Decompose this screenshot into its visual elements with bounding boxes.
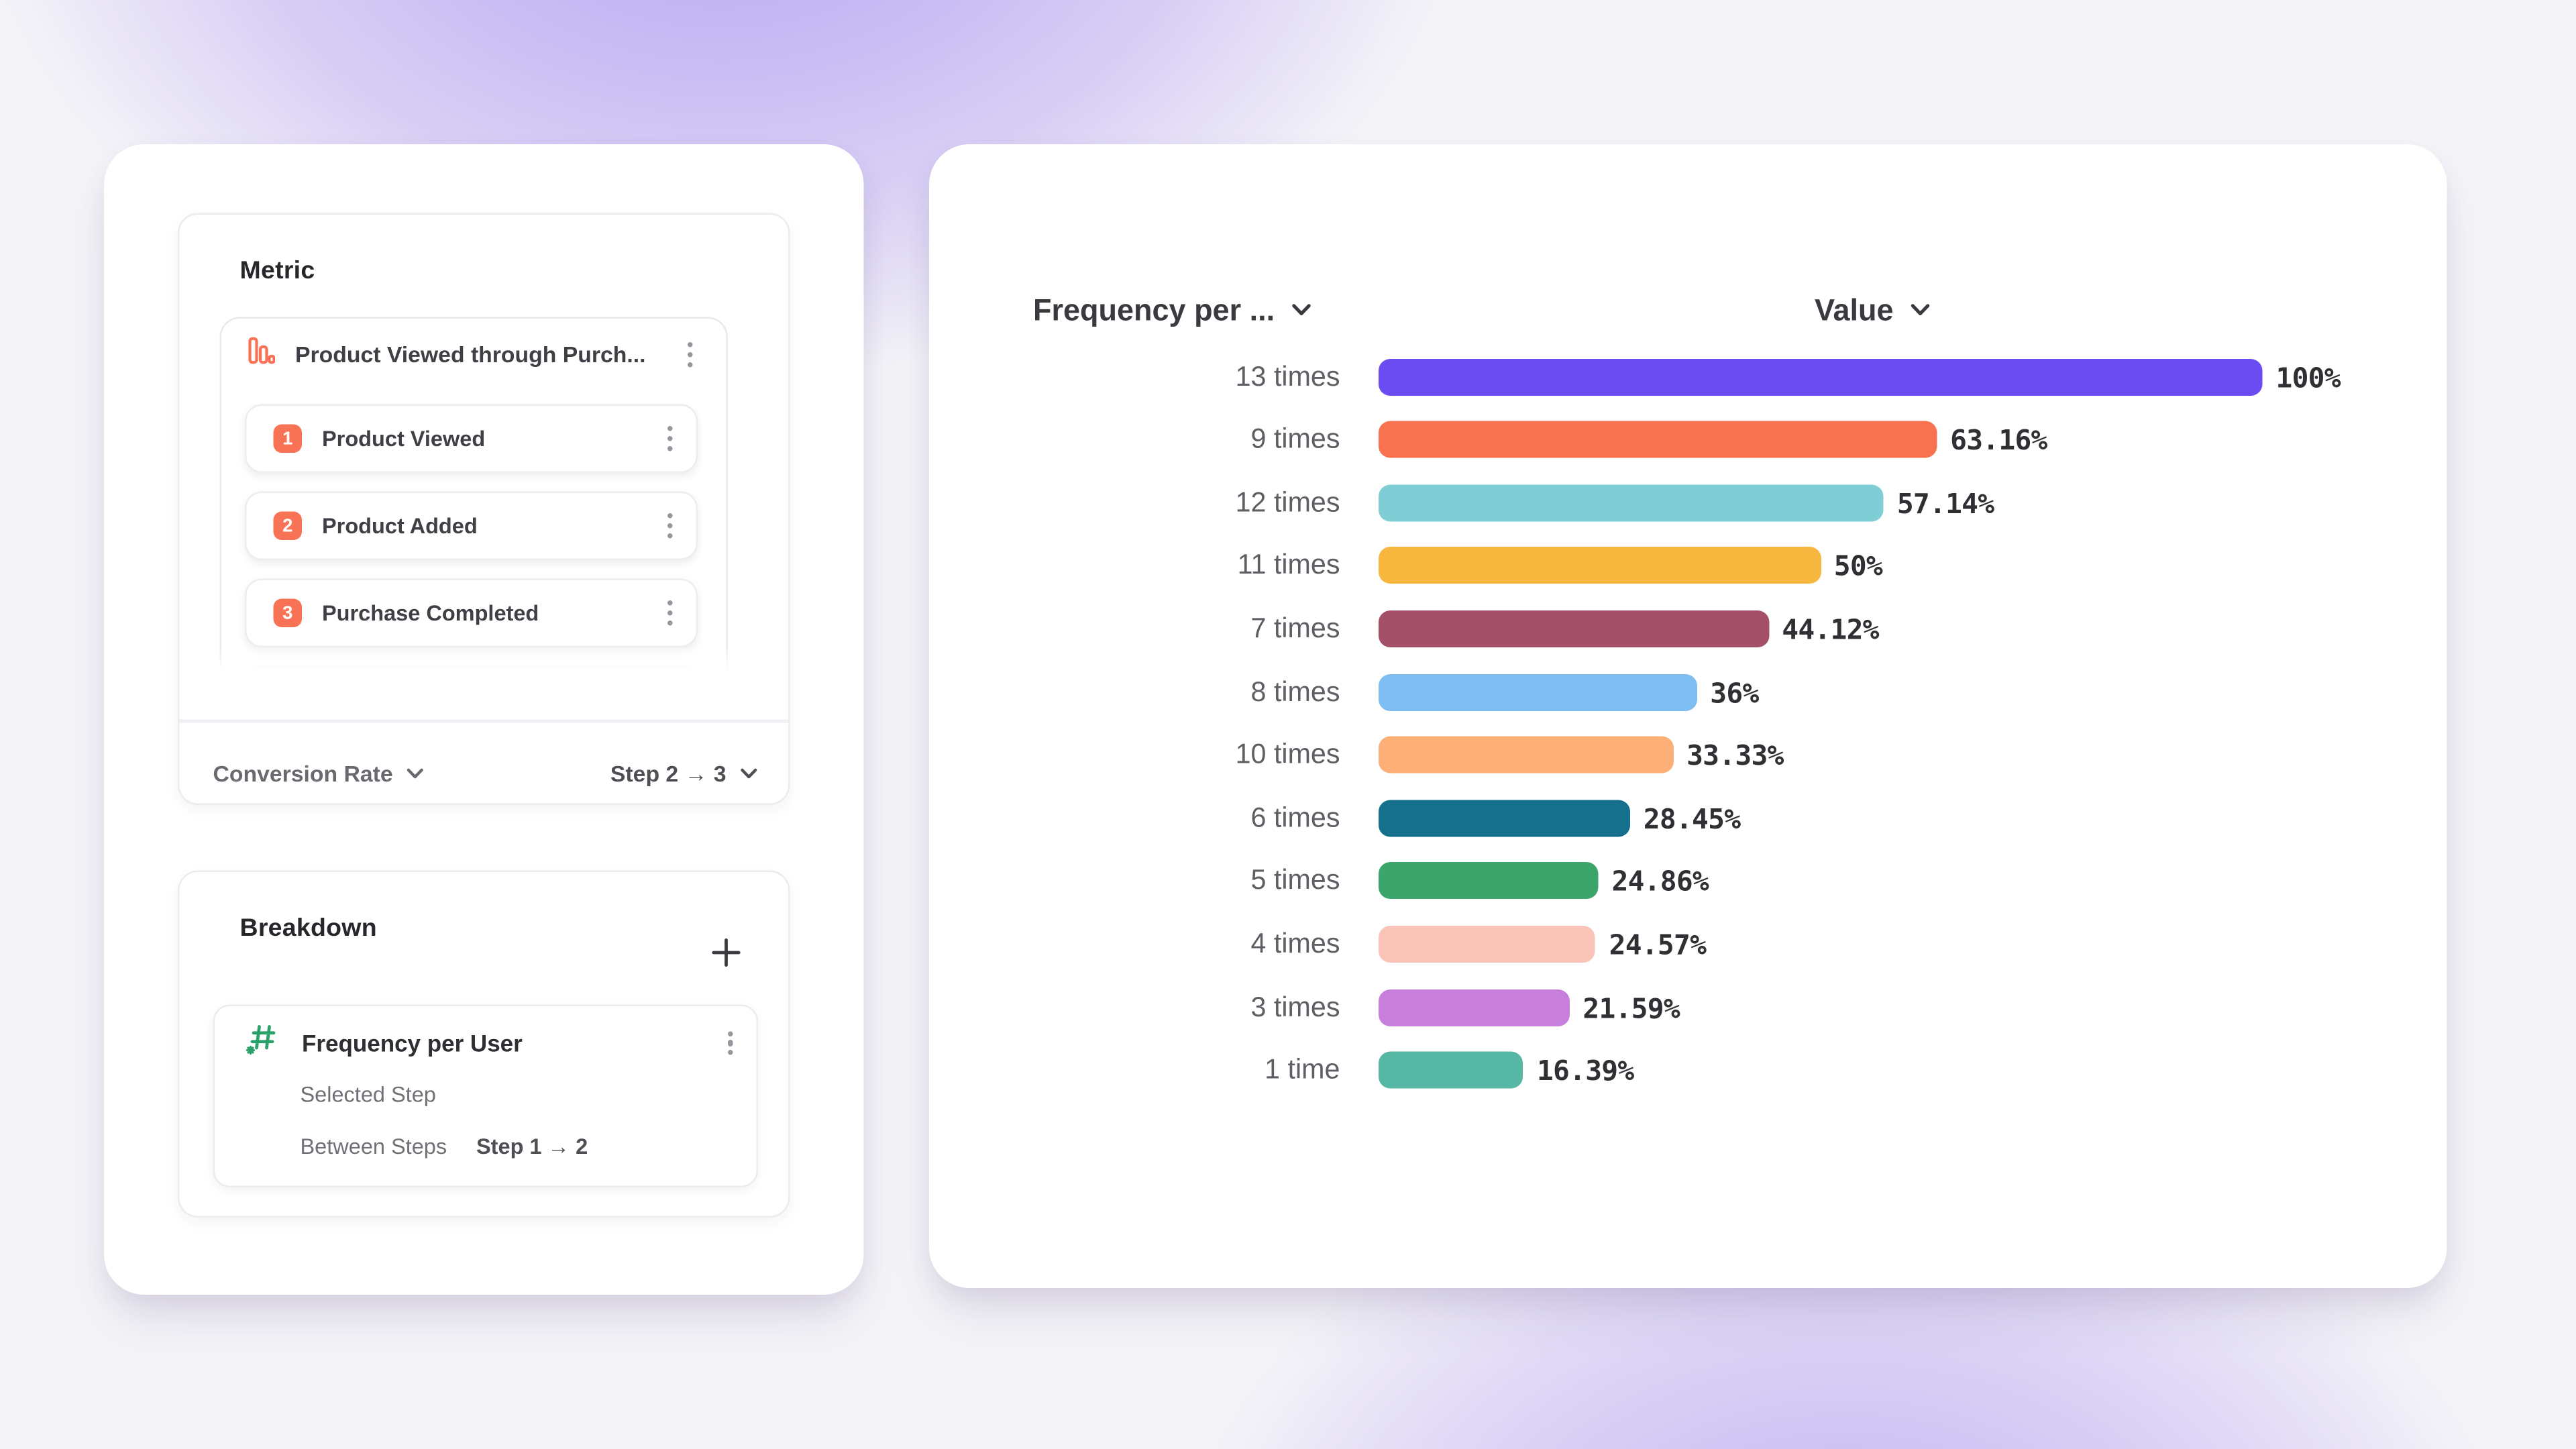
kebab-menu-icon[interactable] bbox=[724, 1028, 737, 1059]
bar-value-label: 36% bbox=[1710, 676, 1759, 709]
bar-value-label: 50% bbox=[1833, 550, 1883, 583]
step-range-dropdown[interactable]: Step 2 → 3 bbox=[610, 761, 758, 786]
bar-segment[interactable] bbox=[1379, 421, 1937, 458]
bar-category-label: 12 times bbox=[1235, 487, 1340, 518]
numeric-hash-icon bbox=[245, 1022, 280, 1065]
chart-panel: Frequency per ... Value 13 times 100% 9 ti… bbox=[929, 144, 2447, 1288]
metric-section-title: Metric bbox=[239, 256, 315, 286]
bar-value-label: 44.12% bbox=[1782, 613, 1879, 646]
breakdown-item-title: Frequency per User bbox=[302, 1030, 523, 1057]
metric-footer: Conversion Rate Step 2 → 3 bbox=[213, 740, 759, 807]
category-column-header-label: Frequency per ... bbox=[1033, 292, 1275, 327]
step-label: Purchase Completed bbox=[322, 600, 539, 626]
step-number-badge: 2 bbox=[273, 511, 302, 540]
category-column-header-dropdown[interactable]: Frequency per ... bbox=[1033, 292, 1311, 329]
step-label: Product Added bbox=[322, 513, 478, 539]
funnel-chart-icon bbox=[248, 337, 276, 373]
breakdown-between-steps-label: Between Steps bbox=[300, 1134, 447, 1159]
bar-category-label: 7 times bbox=[1250, 613, 1340, 644]
bar-value-label: 16.39% bbox=[1536, 1055, 1634, 1087]
bar-value-label: 28.45% bbox=[1643, 802, 1741, 835]
value-column-header-label: Value bbox=[1815, 292, 1894, 327]
bar-segment[interactable] bbox=[1379, 358, 2263, 395]
bar-segment[interactable] bbox=[1379, 484, 1884, 521]
bar-category-label: 11 times bbox=[1237, 550, 1340, 581]
chevron-down-icon bbox=[1292, 304, 1311, 315]
kebab-menu-icon[interactable] bbox=[684, 339, 696, 370]
step-label: Product Viewed bbox=[322, 426, 486, 451]
conversion-rate-label: Conversion Rate bbox=[213, 760, 393, 786]
kebab-menu-icon[interactable] bbox=[664, 423, 676, 454]
kebab-menu-icon[interactable] bbox=[664, 510, 676, 541]
bar-segment[interactable] bbox=[1379, 799, 1630, 837]
bar-segment[interactable] bbox=[1379, 925, 1596, 963]
metric-section: Metric Product Viewed through Purch... bbox=[178, 213, 790, 807]
bar-segment[interactable] bbox=[1379, 988, 1570, 1026]
chevron-down-icon bbox=[1911, 304, 1930, 315]
step-number-badge: 1 bbox=[273, 424, 302, 453]
bar-segment[interactable] bbox=[1379, 610, 1769, 647]
bar-value-label: 21.59% bbox=[1582, 991, 1680, 1024]
breakdown-between-steps-value[interactable]: Step 1 → 2 bbox=[476, 1134, 588, 1159]
bar-category-label: 4 times bbox=[1250, 928, 1340, 959]
breakdown-section: Breakdown Frequency per Use bbox=[178, 870, 790, 1218]
breakdown-selected-step-label: Selected Step bbox=[300, 1081, 436, 1108]
funnel-metric-card: Product Viewed through Purch... 1 Product… bbox=[219, 317, 728, 674]
breakdown-item-card[interactable]: Frequency per User Selected Step Between… bbox=[213, 1004, 758, 1187]
bar-segment[interactable] bbox=[1379, 547, 1821, 584]
scroll-fade bbox=[219, 644, 728, 674]
funnel-metric-title: Product Viewed through Purch... bbox=[295, 342, 646, 368]
bar-segment[interactable] bbox=[1379, 736, 1674, 773]
bar-value-label: 24.57% bbox=[1609, 928, 1707, 961]
value-column-header-dropdown[interactable]: Value bbox=[1815, 292, 1931, 329]
bar-value-label: 24.86% bbox=[1611, 865, 1709, 898]
bar-category-label: 1 time bbox=[1265, 1055, 1340, 1085]
bar-category-label: 8 times bbox=[1250, 676, 1340, 707]
bar-segment[interactable] bbox=[1379, 1051, 1523, 1089]
breakdown-item-header: Frequency per User bbox=[245, 1023, 737, 1063]
bar-segment[interactable] bbox=[1379, 862, 1599, 900]
funnel-steps-list: 1 Product Viewed 2 Product Added 3 Purchase C… bbox=[245, 404, 698, 674]
funnel-step-card[interactable]: 2 Product Added bbox=[245, 491, 698, 560]
bar-category-label: 10 times bbox=[1235, 739, 1340, 770]
bar-value-label: 63.16% bbox=[1950, 424, 2047, 457]
bar-category-label: 6 times bbox=[1250, 802, 1340, 833]
funnel-step-card[interactable]: 1 Product Viewed bbox=[245, 404, 698, 473]
bar-value-label: 33.33% bbox=[1686, 739, 1784, 772]
bar-category-label: 13 times bbox=[1235, 361, 1340, 392]
bar-segment[interactable] bbox=[1379, 673, 1697, 710]
bar-category-label: 5 times bbox=[1250, 865, 1340, 896]
funnel-step-card[interactable]: 3 Purchase Completed bbox=[245, 578, 698, 647]
kebab-menu-icon[interactable] bbox=[664, 597, 676, 629]
metric-config-panel: Metric Product Viewed through Purch... bbox=[104, 144, 864, 1295]
conversion-rate-dropdown[interactable]: Conversion Rate bbox=[213, 761, 425, 786]
chevron-down-icon bbox=[741, 767, 757, 778]
bar-category-label: 3 times bbox=[1250, 991, 1340, 1022]
section-divider bbox=[179, 719, 788, 723]
chevron-down-icon bbox=[407, 767, 424, 778]
step-range-label: Step 2 → 3 bbox=[610, 760, 727, 786]
bar-value-label: 57.14% bbox=[1896, 487, 1994, 520]
funnel-metric-header[interactable]: Product Viewed through Purch... bbox=[221, 319, 727, 372]
add-breakdown-button plus-icon[interactable] bbox=[710, 936, 743, 969]
bar-category-label: 9 times bbox=[1250, 424, 1340, 455]
bar-value-label: 100% bbox=[2275, 361, 2341, 394]
step-number-badge: 3 bbox=[273, 598, 302, 627]
breakdown-section-title: Breakdown bbox=[239, 914, 377, 943]
funnel-scroll-area[interactable]: Product Viewed through Purch... 1 Product… bbox=[219, 317, 728, 674]
